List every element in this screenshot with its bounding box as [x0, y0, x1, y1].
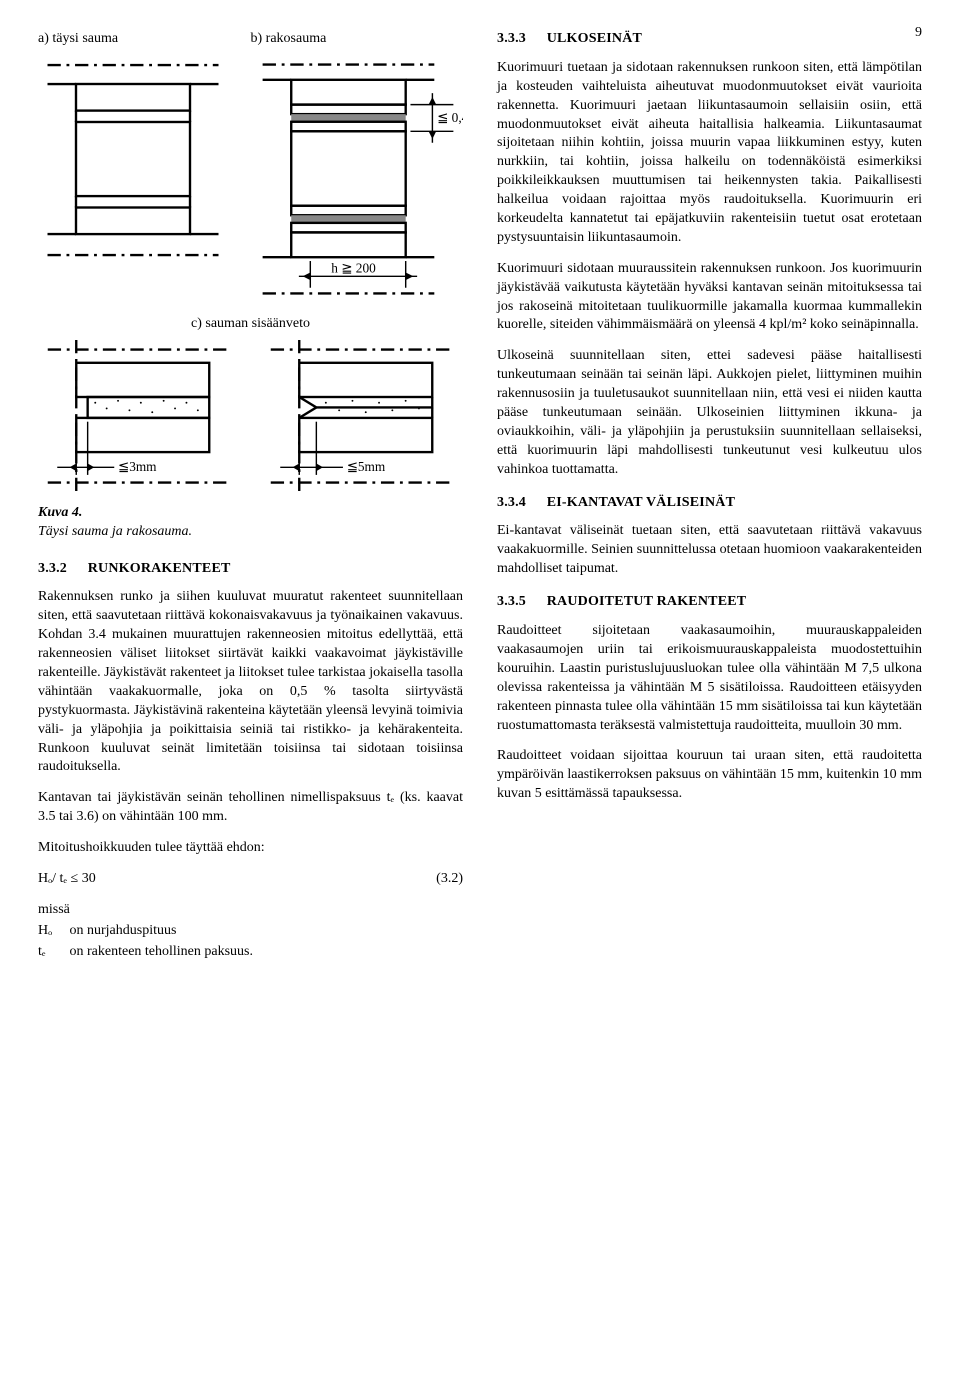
figure-number: Kuva 4. [38, 505, 82, 520]
para-333-3: Ulkoseinä suunnitellaan siten, ettei sad… [497, 347, 922, 479]
heading-332-num: 3.3.2 [38, 560, 84, 579]
right-column: 3.3.3 ULKOSEINÄT Kuorimuuri tuetaan ja s… [497, 30, 922, 974]
para-332-2: Kantavan tai jäykistävän seinän tehollin… [38, 789, 463, 827]
eq-lhs: Hₒ/ tₑ ≤ 30 [38, 870, 96, 889]
figure-c-left: ≦3mm [38, 340, 241, 492]
figure-ab-labels: a) täysi sauma b) rakosauma [38, 30, 463, 49]
figure-b: ≦ 0,4 h h ≧ 200 [253, 55, 463, 303]
para-332-3: Mitoitushoikkuuden tulee täyttää ehdon: [38, 839, 463, 858]
fig-a-label: a) täysi sauma [38, 30, 251, 49]
para-333-2: Kuorimuuri sidotaan muuraussitein rakenn… [497, 260, 922, 336]
heading-333-num: 3.3.3 [497, 30, 543, 49]
para-333-1: Kuorimuuri tuetaan ja sidotaan rakennuks… [497, 59, 922, 248]
def-ho-sym: Hₒ [38, 922, 66, 941]
left-column: a) täysi sauma b) rakosauma [38, 30, 463, 974]
missa-label: missä [38, 901, 463, 920]
def-te-txt: on rakenteen tehollinen paksuus. [70, 944, 254, 959]
fig-c-right-dim: ≦5mm [346, 459, 385, 474]
equation-3-2: Hₒ/ tₑ ≤ 30 (3.2) [38, 870, 463, 889]
symbol-definitions: missä Hₒ on nurjahduspituus tₑ on rakent… [38, 901, 463, 962]
figure-a [38, 55, 233, 303]
fig-c-left-dim: ≦3mm [118, 459, 157, 474]
heading-333-title: ULKOSEINÄT [547, 31, 642, 46]
para-335-2: Raudoitteet voidaan sijoittaa kouruun ta… [497, 747, 922, 804]
fig-c-label: c) sauman sisäänveto [38, 315, 463, 334]
def-te-sym: tₑ [38, 943, 66, 962]
page-number: 9 [915, 24, 922, 43]
heading-334: 3.3.4 EI-KANTAVAT VÄLISEINÄT [497, 494, 922, 513]
fig-b-annot-bottom: h ≧ 200 [331, 260, 376, 275]
heading-335-num: 3.3.5 [497, 593, 543, 612]
para-334-1: Ei-kantavat väliseinät tuetaan siten, et… [497, 522, 922, 579]
eq-num: (3.2) [436, 870, 463, 889]
fig-b-annot-top: ≦ 0,4 h [437, 110, 463, 125]
heading-333: 3.3.3 ULKOSEINÄT [497, 30, 922, 49]
heading-332: 3.3.2 RUNKORAKENTEET [38, 560, 463, 579]
figure-caption: Täysi sauma ja rakosauma. [38, 524, 192, 539]
heading-335-title: RAUDOITETUT RAKENTEET [547, 594, 747, 609]
para-332-1: Rakennuksen runko ja siihen kuuluvat muu… [38, 588, 463, 777]
heading-334-num: 3.3.4 [497, 494, 543, 513]
heading-334-title: EI-KANTAVAT VÄLISEINÄT [547, 495, 735, 510]
fig-b-label: b) rakosauma [251, 30, 464, 49]
heading-332-title: RUNKORAKENTEET [88, 561, 231, 576]
def-ho-txt: on nurjahduspituus [70, 923, 177, 938]
heading-335: 3.3.5 RAUDOITETUT RAKENTEET [497, 593, 922, 612]
figure-c-right: ≦5mm [261, 340, 464, 492]
para-335-1: Raudoitteet sijoitetaan vaakasaumoihin, … [497, 622, 922, 735]
